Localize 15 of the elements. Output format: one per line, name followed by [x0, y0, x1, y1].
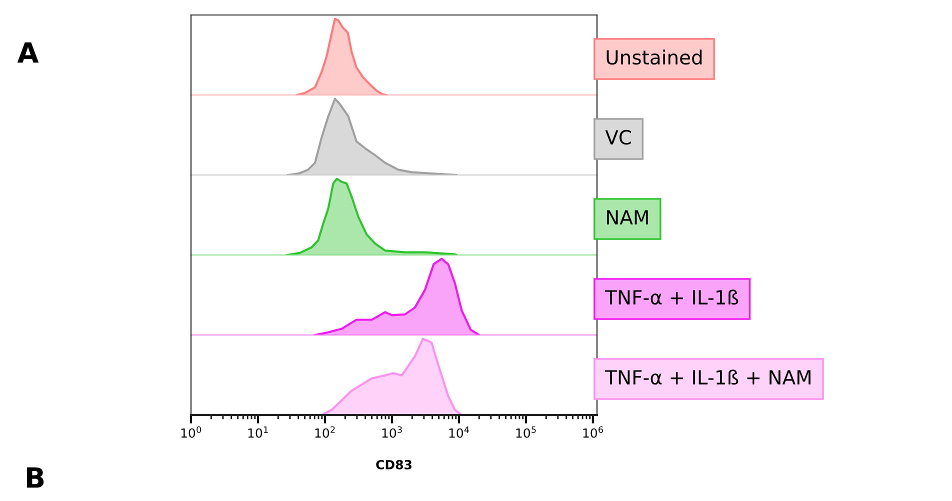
- x-tick-label: 10$^{3}$: [382, 426, 402, 438]
- x-tick-label: 10$^{2}$: [315, 426, 335, 438]
- text: VC: [605, 130, 631, 145]
- x-tick-label: 10$^{1}$: [248, 426, 268, 438]
- x-tick-label: 10$^{5}$: [516, 426, 536, 438]
- x-tick-label: 10$^{4}$: [449, 426, 470, 438]
- text: TNF-α + IL-1ß: [605, 290, 738, 305]
- x-tick-label: 10$^{0}$: [181, 426, 202, 438]
- text: Unstained: [606, 50, 702, 65]
- x-tick-label: 10$^{6}$: [583, 426, 603, 438]
- x-axis-title: CD83: [376, 460, 412, 470]
- text: TNF-α + IL-1ß + NAM: [605, 370, 810, 385]
- text: NAM: [607, 210, 648, 224]
- text: B: [26, 467, 44, 488]
- text: A: [17, 42, 39, 63]
